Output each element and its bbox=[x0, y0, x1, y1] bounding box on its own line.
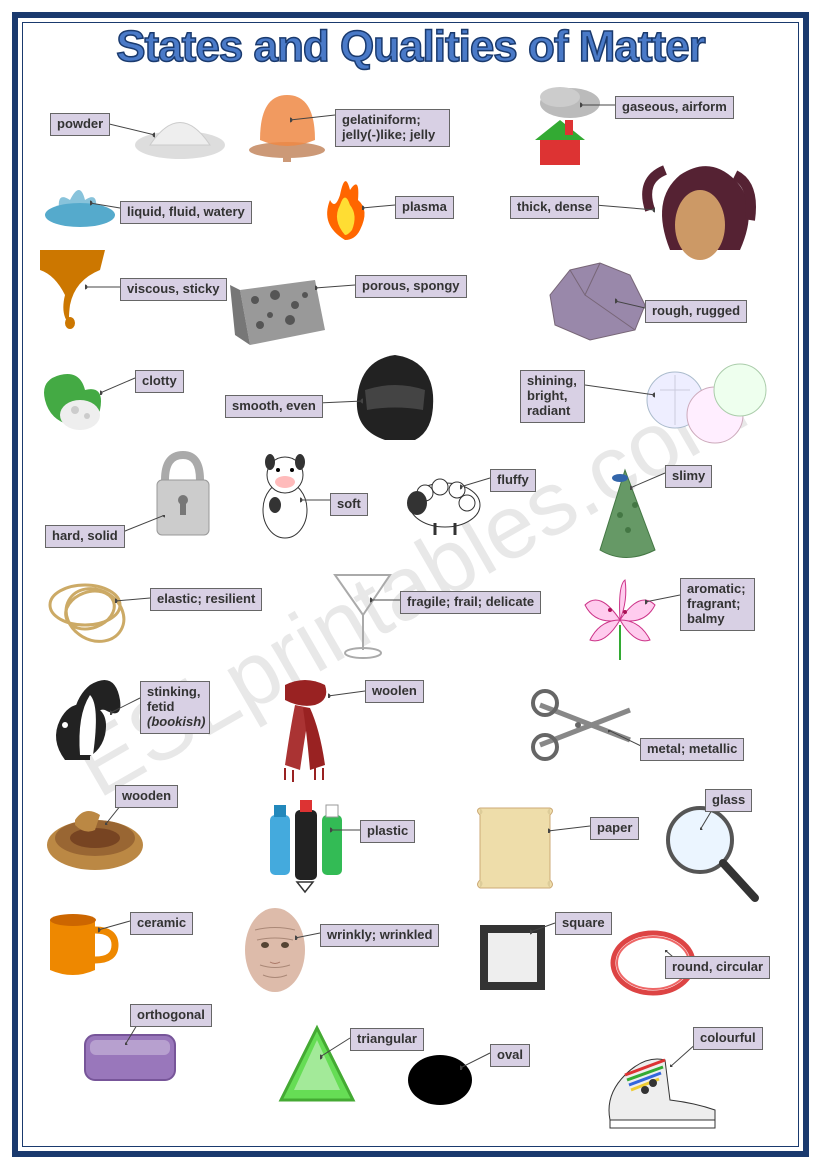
clotty-icon bbox=[35, 360, 125, 440]
plastic-bottles-icon bbox=[255, 790, 355, 895]
label-soft: soft bbox=[330, 493, 368, 516]
label-stinking: stinking,fetid(bookish) bbox=[140, 681, 210, 734]
label-round: round, circular bbox=[665, 956, 770, 979]
label-oval: oval bbox=[490, 1044, 530, 1067]
label-triangular: triangular bbox=[350, 1028, 424, 1051]
house-smoke-icon bbox=[515, 85, 605, 170]
label-rough: rough, rugged bbox=[645, 300, 747, 323]
label-slimy: slimy bbox=[665, 465, 712, 488]
label-ceramic: ceramic bbox=[130, 912, 193, 935]
thick-hair-icon bbox=[640, 150, 760, 280]
label-plasma: plasma bbox=[395, 196, 454, 219]
label-gelatiniform: gelatiniform;jelly(-)like; jelly bbox=[335, 109, 450, 147]
label-glass: glass bbox=[705, 789, 752, 812]
label-wrinkly: wrinkly; wrinkled bbox=[320, 924, 439, 947]
label-shining: shining,bright,radiant bbox=[520, 370, 585, 423]
label-woolen: woolen bbox=[365, 680, 424, 703]
label-elastic: elastic; resilient bbox=[150, 588, 262, 611]
mug-icon bbox=[35, 905, 120, 985]
sponge-icon bbox=[225, 260, 340, 360]
label-gaseous: gaseous, airform bbox=[615, 96, 734, 119]
label-porous: porous, spongy bbox=[355, 275, 467, 298]
label-square: square bbox=[555, 912, 612, 935]
label-liquid: liquid, fluid, watery bbox=[120, 201, 252, 224]
label-clotty: clotty bbox=[135, 370, 184, 393]
parchment-icon bbox=[465, 800, 565, 895]
lily-flower-icon bbox=[570, 570, 670, 665]
wrinkled-face-icon bbox=[235, 900, 315, 1005]
label-fragile: fragile; frail; delicate bbox=[400, 591, 541, 614]
label-smooth: smooth, even bbox=[225, 395, 323, 418]
label-wooden: wooden bbox=[115, 785, 178, 808]
skunk-icon bbox=[35, 670, 130, 775]
sneaker-icon bbox=[595, 1045, 725, 1135]
label-hard: hard, solid bbox=[45, 525, 125, 548]
martini-glass-icon bbox=[325, 565, 400, 665]
scissors-icon bbox=[520, 685, 650, 770]
rubber-bands-icon bbox=[40, 570, 140, 650]
label-aromatic: aromatic;fragrant;balmy bbox=[680, 578, 755, 631]
label-fluffy: fluffy bbox=[490, 469, 536, 492]
gems-icon bbox=[640, 360, 770, 450]
page-title: States and Qualities of Matter bbox=[0, 22, 821, 72]
triangle-shape-icon bbox=[275, 1020, 360, 1110]
label-viscous: viscous, sticky bbox=[120, 278, 227, 301]
label-plastic: plastic bbox=[360, 820, 415, 843]
wooden-bowl-icon bbox=[40, 800, 150, 880]
label-metal: metal; metallic bbox=[640, 738, 744, 761]
label-colourful: colourful bbox=[693, 1027, 763, 1050]
label-paper: paper bbox=[590, 817, 639, 840]
label-orthogonal: orthogonal bbox=[130, 1004, 212, 1027]
label-thick: thick, dense bbox=[510, 196, 599, 219]
label-powder: powder bbox=[50, 113, 110, 136]
